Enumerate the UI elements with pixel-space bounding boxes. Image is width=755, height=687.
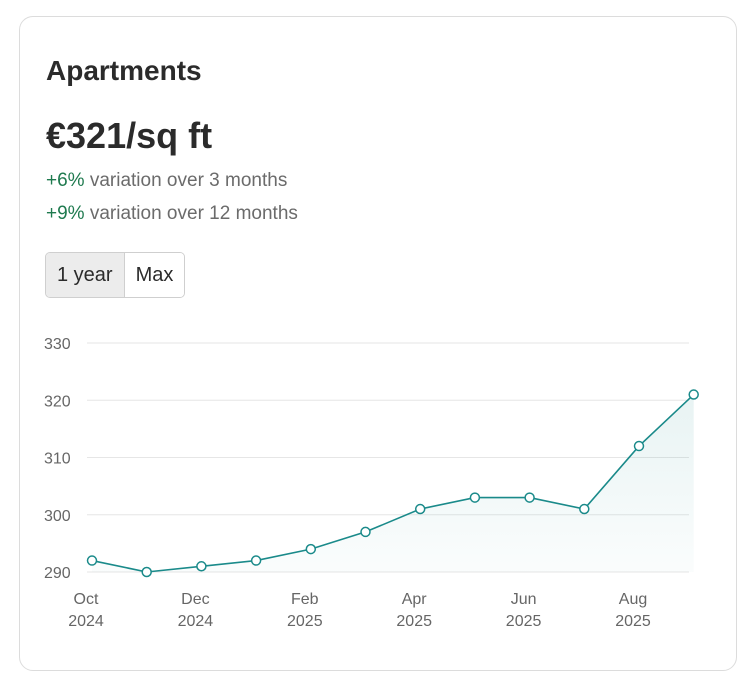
area-fill-shape bbox=[92, 394, 694, 572]
variation-12-months-pct: +9% bbox=[46, 203, 85, 224]
x-tick-month: Dec bbox=[181, 591, 209, 608]
y-tick-label: 330 bbox=[44, 336, 71, 353]
y-tick-label: 320 bbox=[44, 393, 71, 410]
y-axis-ticks: 290 300 310 320 330 bbox=[44, 336, 71, 582]
data-point[interactable] bbox=[524, 492, 535, 503]
x-tick-year: 2025 bbox=[396, 613, 432, 630]
variation-3-months-pct: +6% bbox=[46, 170, 85, 191]
variation-12-months: +9% variation over 12 months bbox=[46, 203, 298, 225]
range-max-button[interactable]: Max bbox=[124, 253, 185, 297]
variation-12-months-text: variation over 12 months bbox=[84, 203, 298, 224]
x-tick-label: Apr 2025 bbox=[396, 591, 432, 630]
x-tick-year: 2025 bbox=[615, 613, 651, 630]
range-toggle: 1 year Max bbox=[45, 252, 186, 298]
data-point[interactable] bbox=[469, 492, 481, 503]
range-1-year-button[interactable]: 1 year bbox=[46, 253, 125, 297]
x-tick-label: Dec 2024 bbox=[178, 591, 214, 630]
y-tick-label: 310 bbox=[44, 451, 71, 468]
data-point[interactable] bbox=[633, 440, 645, 452]
x-tick-year: 2025 bbox=[506, 613, 542, 630]
x-tick-month: Oct bbox=[74, 591, 99, 608]
variation-3-months-text: variation over 3 months bbox=[84, 170, 288, 191]
x-tick-year: 2024 bbox=[178, 613, 214, 630]
x-axis-ticks: Oct 2024 Dec 2024 Feb 2025 Apr 2025 Jun 2025 Aug 20… bbox=[68, 591, 651, 630]
series-line-path bbox=[91, 393, 695, 573]
data-point[interactable] bbox=[688, 389, 699, 400]
data-point[interactable] bbox=[414, 503, 426, 515]
y-tick-label: 290 bbox=[44, 565, 71, 582]
x-tick-month: Jun bbox=[511, 591, 537, 608]
x-tick-label: Feb 2025 bbox=[287, 591, 323, 630]
x-tick-month: Aug bbox=[619, 591, 647, 608]
x-tick-label: Oct 2024 bbox=[68, 591, 104, 630]
x-tick-year: 2024 bbox=[68, 613, 104, 630]
area-fill bbox=[92, 394, 694, 572]
price-per-sqft: €321/sq ft bbox=[46, 115, 213, 156]
data-points bbox=[86, 389, 699, 578]
x-tick-label: Jun 2025 bbox=[506, 591, 542, 630]
card-title: Apartments bbox=[46, 55, 202, 86]
x-tick-label: Aug 2025 bbox=[615, 591, 651, 630]
x-tick-month: Feb bbox=[291, 591, 319, 608]
data-point[interactable] bbox=[579, 503, 590, 515]
data-point[interactable] bbox=[305, 543, 317, 555]
data-point[interactable] bbox=[196, 561, 207, 572]
data-point[interactable] bbox=[141, 566, 152, 578]
x-tick-month: Apr bbox=[402, 591, 428, 608]
series-line bbox=[91, 393, 695, 573]
y-tick-label: 300 bbox=[44, 508, 71, 525]
data-point[interactable] bbox=[250, 555, 262, 566]
data-point[interactable] bbox=[86, 555, 98, 566]
data-point[interactable] bbox=[360, 526, 371, 538]
x-tick-year: 2025 bbox=[287, 613, 323, 630]
variation-3-months: +6% variation over 3 months bbox=[46, 170, 287, 192]
